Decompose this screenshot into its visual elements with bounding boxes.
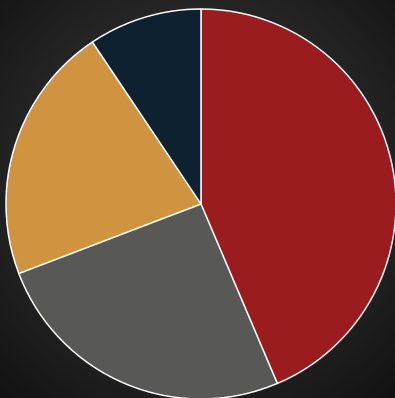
pie-slice	[200, 8, 395, 385]
pie-slice	[5, 41, 202, 275]
pie	[5, 8, 395, 398]
pie-slice	[18, 203, 279, 398]
pie-slice	[91, 8, 202, 205]
